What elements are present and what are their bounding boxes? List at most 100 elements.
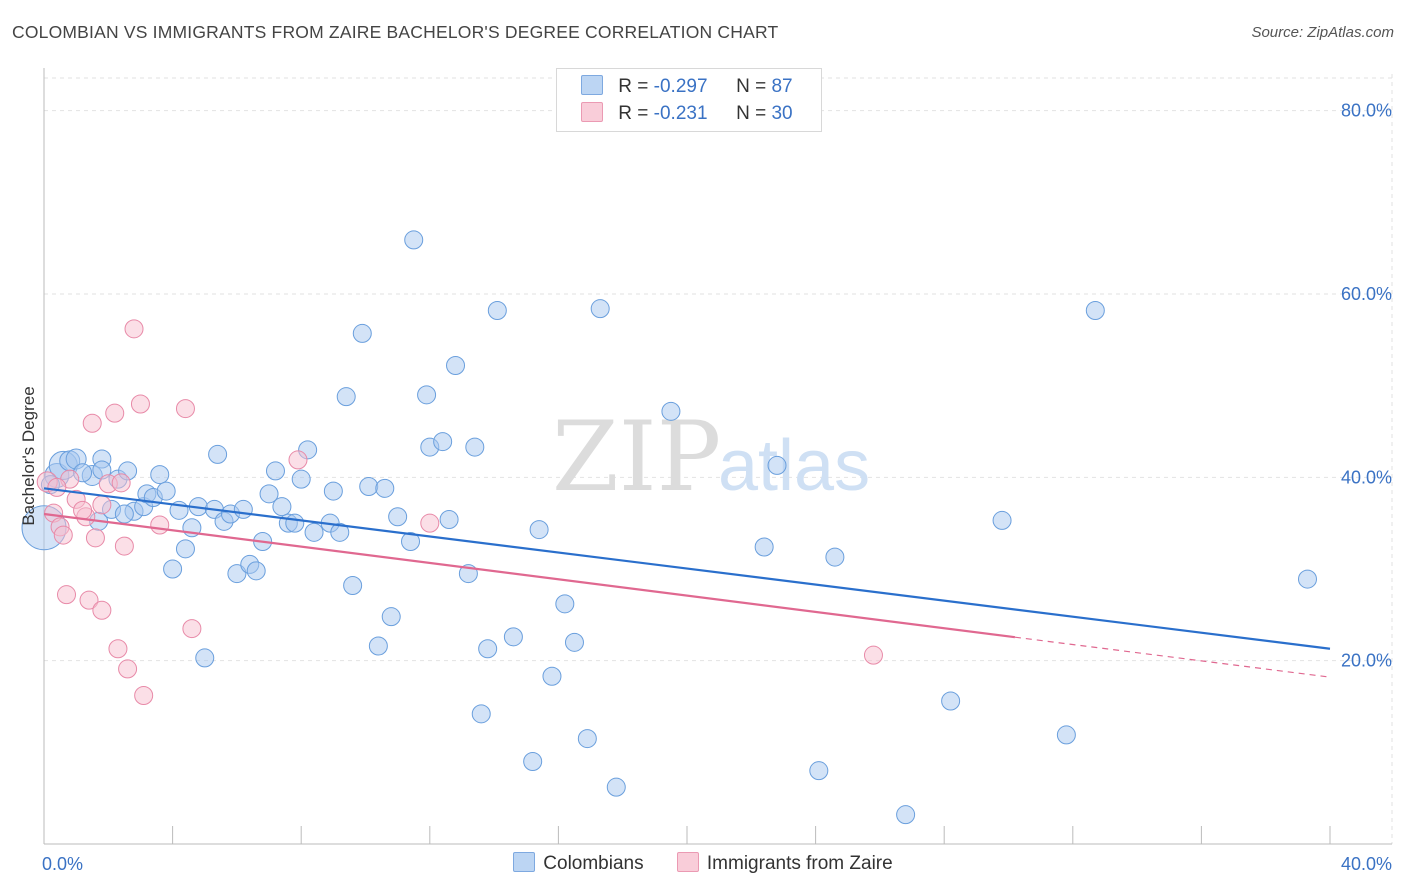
data-point [265, 461, 285, 481]
data-point [404, 230, 424, 250]
data-point [439, 510, 459, 529]
data-point [182, 619, 202, 639]
legend-item-colombians[interactable]: Colombians [513, 852, 644, 875]
r-label: R = [618, 76, 654, 97]
x-tick-label: 0.0% [42, 854, 83, 874]
y-tick-label: 60.0% [1341, 284, 1392, 304]
chart-title: COLOMBIAN VS IMMIGRANTS FROM ZAIRE BACHE… [12, 22, 779, 42]
data-point [343, 576, 363, 595]
data-point [487, 301, 507, 320]
data-point [754, 537, 774, 557]
data-point [368, 636, 388, 656]
data-point [79, 590, 99, 610]
data-point [1297, 569, 1317, 589]
data-point [114, 536, 134, 556]
data-point [92, 495, 112, 515]
data-point [47, 477, 67, 497]
swatch-colombians [581, 75, 603, 95]
trend-line [43, 487, 1331, 650]
data-point [163, 559, 183, 579]
trend-line-extrapolated [1014, 636, 1331, 678]
data-point [208, 444, 228, 464]
r-value: -0.231 [653, 103, 708, 124]
data-point [825, 547, 845, 567]
data-point [420, 513, 440, 533]
data-point [114, 504, 134, 524]
data-point [304, 522, 324, 542]
data-point [85, 528, 105, 548]
data-point [124, 319, 144, 339]
data-point [529, 520, 549, 540]
data-point [92, 600, 112, 620]
data-point [767, 455, 787, 475]
legend-label-zaire: Immigrants from Zaire [706, 853, 893, 874]
series-colombians-points [21, 230, 1317, 825]
watermark-atlas: atlas [718, 426, 870, 506]
data-point [359, 477, 379, 496]
data-point [111, 473, 131, 493]
data-point [661, 401, 681, 421]
data-point [523, 752, 543, 771]
data-point [150, 465, 170, 485]
stats-row-colombians: R = -0.297 N = 87 [581, 75, 793, 99]
legend-item-zaire[interactable]: Immigrants from Zaire [676, 852, 893, 875]
legend-label-colombians: Colombians [543, 853, 644, 874]
trend-lines [43, 487, 1331, 678]
data-point [108, 639, 128, 659]
data-point [433, 432, 453, 452]
data-point [150, 515, 170, 535]
data-point [134, 686, 154, 705]
stats-row-zaire: R = -0.231 N = 30 [581, 102, 793, 126]
data-point [606, 777, 626, 797]
data-point [381, 607, 401, 627]
source-label: Source: ZipAtlas.com [1251, 24, 1394, 41]
data-point [352, 323, 372, 343]
swatch-zaire [581, 102, 603, 122]
data-point [564, 632, 584, 652]
data-point [82, 413, 102, 433]
data-point [323, 481, 343, 501]
data-point [388, 507, 408, 527]
tick-labels: 20.0% 40.0% 60.0% 80.0% 0.0% 40.0% [42, 101, 1392, 874]
trend-line [43, 512, 1016, 639]
x-tick-label: 40.0% [1341, 854, 1392, 874]
data-point [285, 513, 305, 533]
n-label: N = [736, 103, 772, 124]
data-point [471, 704, 491, 724]
data-point [401, 532, 421, 551]
axes [43, 68, 1392, 845]
legend-swatch-zaire [676, 852, 699, 872]
data-point [577, 729, 597, 749]
data-point [330, 522, 350, 542]
n-label: N = [736, 76, 772, 97]
data-point [175, 539, 195, 559]
y-axis-label: Bachelor's Degree [19, 386, 38, 525]
data-point [246, 561, 266, 581]
data-point [542, 666, 562, 686]
stats-legend: R = -0.297 N = 87 R = -0.231 N = 30 [556, 68, 822, 132]
data-point [227, 564, 247, 584]
y-tick-label: 20.0% [1341, 651, 1392, 671]
series-zaire-points [36, 319, 883, 705]
data-point [57, 585, 77, 605]
data-point [105, 403, 125, 423]
data-point [53, 525, 73, 545]
n-value: 30 [771, 103, 793, 124]
data-point [288, 450, 308, 470]
watermark-zip: ZIP [552, 401, 721, 513]
data-point [375, 478, 395, 498]
data-point [272, 497, 292, 517]
data-point [73, 500, 93, 520]
data-point [941, 691, 961, 711]
data-point [446, 356, 466, 375]
data-point [863, 645, 883, 665]
data-point [478, 639, 498, 659]
data-point [233, 499, 253, 519]
r-label: R = [618, 103, 654, 124]
data-point [992, 510, 1012, 530]
data-point [590, 299, 610, 319]
data-point [503, 627, 523, 647]
data-point [130, 394, 150, 414]
legend-swatch-colombians [513, 852, 536, 872]
